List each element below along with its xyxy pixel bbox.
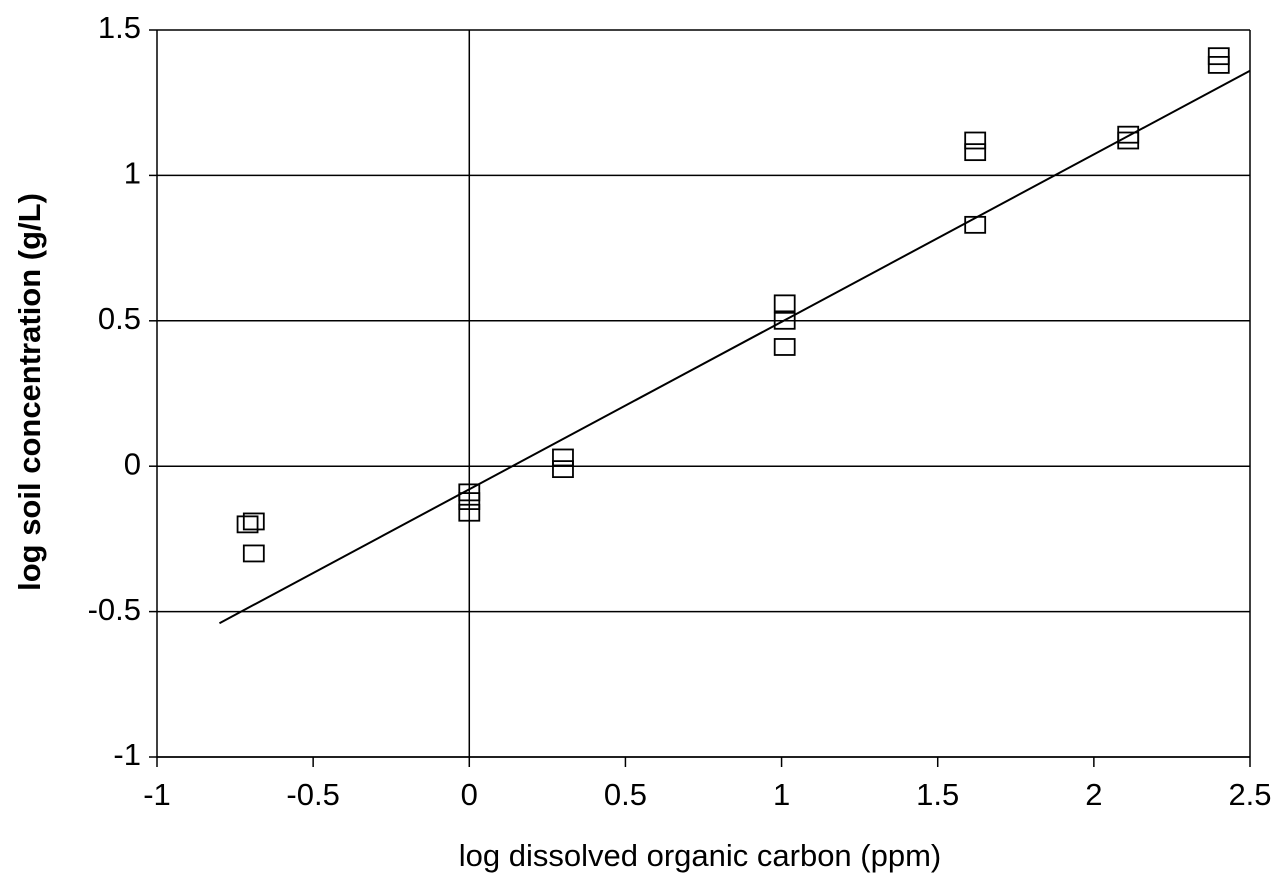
point	[242, 544, 265, 563]
point	[964, 215, 987, 234]
x-axis-label: log dissolved organic carbon (ppm)	[459, 838, 941, 873]
y-tick-label: 1	[124, 156, 141, 191]
y-axis-label: log soil concentration (g/L)	[12, 193, 47, 591]
y-tick-label: 1.5	[98, 10, 141, 45]
x-tick-label: 1.5	[916, 777, 959, 812]
point	[458, 503, 481, 522]
point	[773, 311, 796, 330]
point	[773, 338, 796, 356]
x-tick-label: 2	[1085, 777, 1102, 812]
y-tick-label: -0.5	[88, 592, 141, 627]
x-tick-label: -0.5	[286, 777, 339, 812]
point	[552, 460, 574, 479]
x-tick-label: -1	[143, 777, 171, 812]
point	[964, 143, 987, 162]
x-tick-label: 0.5	[604, 777, 647, 812]
point	[236, 515, 259, 534]
point	[242, 512, 265, 531]
x-tick-label: 2.5	[1228, 777, 1271, 812]
point	[964, 131, 987, 150]
y-tick-label: 0	[124, 446, 141, 481]
point	[1117, 131, 1140, 150]
point	[552, 448, 574, 467]
x-tick-label: 0	[461, 777, 478, 812]
x-tick-label: 1	[773, 777, 790, 812]
point	[773, 294, 796, 313]
point	[1207, 55, 1230, 74]
y-tick-label: -1	[113, 737, 141, 772]
y-tick-label: 0.5	[98, 301, 141, 336]
fit-line	[218, 69, 1251, 625]
point	[458, 492, 481, 510]
